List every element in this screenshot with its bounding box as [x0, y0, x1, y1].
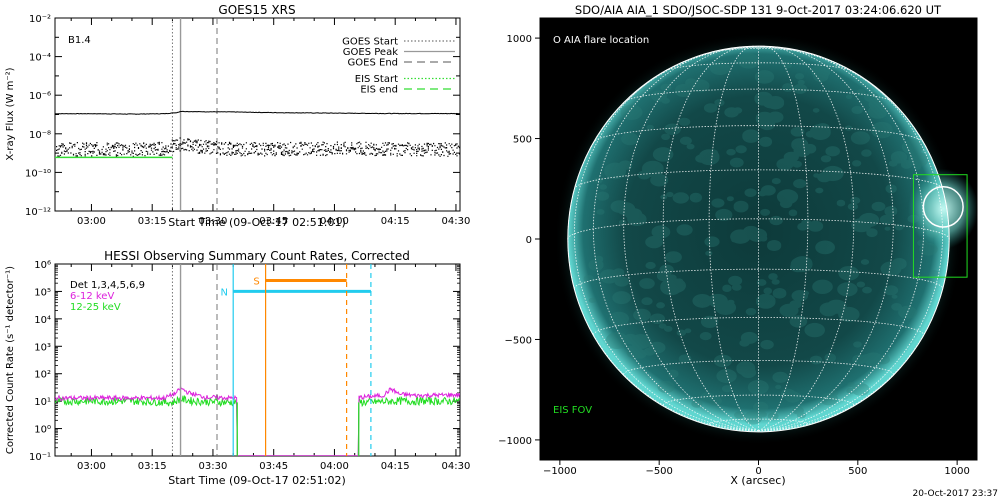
goes-short-channel-points: [56, 137, 460, 157]
aia-solar-disk: [567, 46, 950, 432]
goes-legend-label: GOES Start: [342, 37, 398, 48]
hessi-interval-S-label: S: [253, 277, 259, 288]
aia-heliographic-grid: [567, 45, 950, 432]
hessi-interval-N-label: N: [220, 287, 227, 298]
aia-y-tick-label: 500: [513, 135, 532, 146]
goes-xlabel: Start Time (09-Oct-17 02:51:01): [168, 216, 346, 229]
goes-y-tick-label: 10⁻⁴: [29, 53, 51, 64]
hessi-x-tick-label: 04:30: [442, 461, 471, 472]
goes-y-axis: 10⁻¹² 10⁻¹⁰ 10⁻⁸ 10⁻⁶ 10⁻⁴ 10⁻²: [25, 14, 460, 218]
goes-panel: GOES15 XRS 10⁻¹² 10⁻¹⁰ 10⁻⁸ 10⁻⁶ 10⁻⁴ 10⁻² 03…: [5, 3, 470, 229]
goes-y-tick-label: 10⁻¹⁰: [25, 168, 51, 179]
aia-x-tick-label: −500: [645, 466, 672, 477]
goes-x-tick-label: 04:00: [320, 216, 349, 227]
aia-xlabel: X (arcsec): [730, 474, 785, 487]
goes-y-tick-label: 10⁻⁸: [29, 130, 51, 141]
aia-solar-image: [539, 17, 979, 461]
hessi-legend-label: 6-12 keV: [70, 291, 114, 302]
hessi-ylabel: Corrected Count Rate (s⁻¹ detector⁻¹): [5, 266, 16, 454]
aia-y-tick-label: −1000: [498, 436, 532, 447]
hessi-y-tick-label: 10³: [34, 342, 51, 353]
aia-flare-circle: [922, 186, 964, 228]
aia-panel: SDO/AIA AIA_1 SDO/JSOC-SDP 131 9-Oct-201…: [498, 3, 998, 499]
hessi-legend-label: Det 1,3,4,5,6,9: [70, 280, 145, 291]
goes-x-tick-label: 03:45: [259, 216, 288, 227]
aia-x-tick-label: 0: [755, 466, 761, 477]
hessi-x-tick-label: 03:00: [77, 461, 106, 472]
goes-title: GOES15 XRS: [218, 3, 295, 17]
hessi-x-tick-label: 03:15: [138, 461, 167, 472]
hessi-event-lines: [171, 264, 360, 456]
hessi-legend-label: 12-25 keV: [70, 302, 121, 313]
aia-x-tick-label: −1000: [543, 466, 577, 477]
footer-timestamp: 20-Oct-2017 23:37: [913, 489, 998, 499]
goes-class-annotation: B1.4: [68, 35, 91, 46]
hessi-y-tick-label: 10⁰: [34, 425, 51, 436]
goes-legend-label: GOES Peak: [343, 47, 398, 58]
goes-x-axis: 03:00 03:15 03:30 03:45 04:00 04:15 04:30: [70, 18, 471, 227]
hessi-x-tick-label: 04:15: [381, 461, 410, 472]
hessi-x-tick-label: 03:30: [199, 461, 228, 472]
hessi-y-tick-label: 10⁵: [34, 287, 51, 298]
aia-y-tick-label: 0: [526, 235, 532, 246]
hessi-6-12kev-line: [55, 384, 460, 456]
goes-x-tick-label: 03:00: [77, 216, 106, 227]
goes-long-channel-line: [55, 110, 460, 115]
aia-flare-brightening: [908, 168, 979, 249]
goes-series-group: [55, 110, 460, 159]
goes-x-tick-label: 04:15: [381, 216, 410, 227]
goes-event-lines: [171, 18, 218, 211]
goes-x-tick-label: 03:30: [199, 216, 228, 227]
goes-ylabel: X-ray Flux (W m⁻²): [5, 67, 16, 160]
goes-y-tick-label: 10⁻¹²: [25, 207, 51, 218]
hessi-title: HESSI Observing Summary Count Rates, Cor…: [104, 249, 410, 263]
hessi-y-tick-label: 10⁴: [34, 315, 51, 326]
hessi-y-tick-label: 10¹: [34, 397, 51, 408]
aia-x-tick-label: 1000: [944, 466, 969, 477]
goes-plot-frame: [54, 17, 461, 212]
hessi-x-tick-label: 03:45: [259, 461, 288, 472]
goes-legend-label: EIS end: [360, 85, 398, 96]
aia-x-tick-label: 500: [848, 466, 867, 477]
aia-disk-texture: [583, 53, 940, 425]
aia-title: SDO/AIA AIA_1 SDO/JSOC-SDP 131 9-Oct-201…: [575, 3, 942, 17]
hessi-intervals: NS: [220, 264, 372, 456]
aia-eis-fov-box: [912, 174, 968, 278]
goes-legend-label: GOES End: [348, 58, 398, 69]
goes-y-tick-label: 10⁻²: [29, 14, 51, 25]
aia-y-tick-label: 1000: [507, 34, 532, 45]
hessi-y-tick-label: 10²: [34, 370, 51, 381]
aia-y-tick-label: −500: [505, 335, 532, 346]
hessi-12-25kev-line: [55, 394, 460, 456]
hessi-xlabel: Start Time (09-Oct-17 02:51:02): [168, 474, 346, 487]
aia-eis-fov-label: EIS FOV: [553, 405, 592, 416]
hessi-y-tick-label: 10⁶: [34, 260, 51, 271]
hessi-panel: HESSI Observing Summary Count Rates, Cor…: [5, 249, 470, 487]
aia-limb-outline: [567, 45, 950, 433]
goes-x-tick-label: 03:15: [138, 216, 167, 227]
goes-x-tick-label: 04:30: [442, 216, 471, 227]
hessi-x-axis: 03:00 03:15 03:30 03:45 04:00 04:15 04:30: [70, 264, 471, 472]
aia-y-axis: −1000 −500 0 500 1000: [498, 34, 540, 447]
hessi-y-tick-label: 10⁻¹: [29, 452, 51, 463]
hessi-series-group: [55, 384, 460, 456]
goes-y-tick-label: 10⁻⁶: [29, 91, 51, 102]
goes-legend-label: EIS Start: [355, 74, 398, 85]
aia-x-axis: −1000 −500 0 500 1000: [543, 460, 970, 477]
hessi-y-axis: 10⁻¹ 10⁰ 10¹ 10² 10³ 10⁴ 10⁵ 10⁶: [29, 260, 460, 463]
hessi-x-tick-label: 04:00: [320, 461, 349, 472]
aia-flare-location-label: O AIA flare location: [553, 35, 649, 46]
